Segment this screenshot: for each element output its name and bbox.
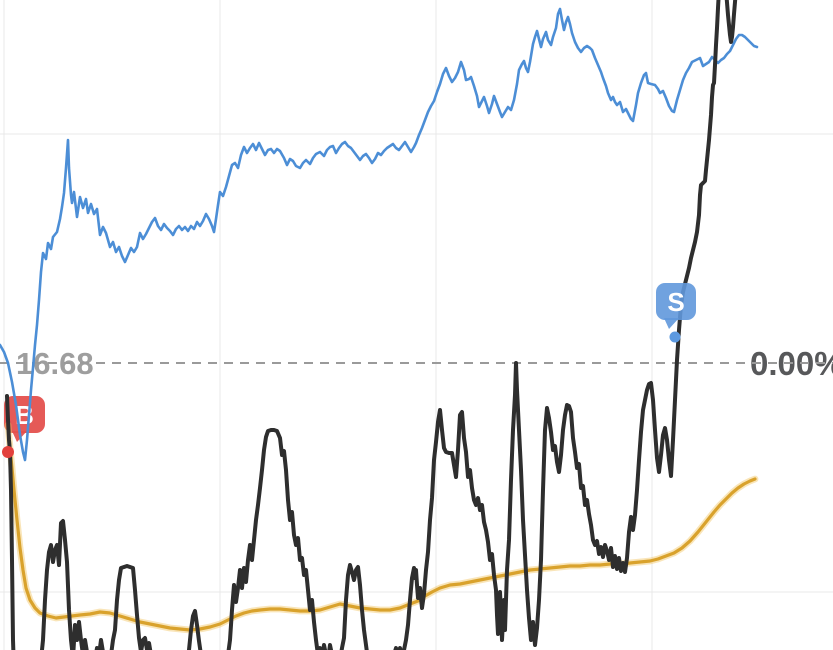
benchmark-blue-line [0,7,759,462]
sell-point-dot [669,331,681,343]
sell-badge-box[interactable] [656,283,696,320]
buy-badge-box[interactable] [4,396,45,433]
avg-cost-orange-line [6,423,757,632]
position-black-line [5,0,738,650]
trade-dots [2,331,681,458]
sell-badge-letter: S [667,287,684,317]
sell-badge-tail [664,318,679,329]
sell-marker-badge[interactable]: S [656,283,696,329]
avg-cost-orange-glow [4,421,759,634]
sell-marker-layer: S [656,283,696,329]
series-lines [0,0,759,650]
buy-point-dot [2,446,14,458]
